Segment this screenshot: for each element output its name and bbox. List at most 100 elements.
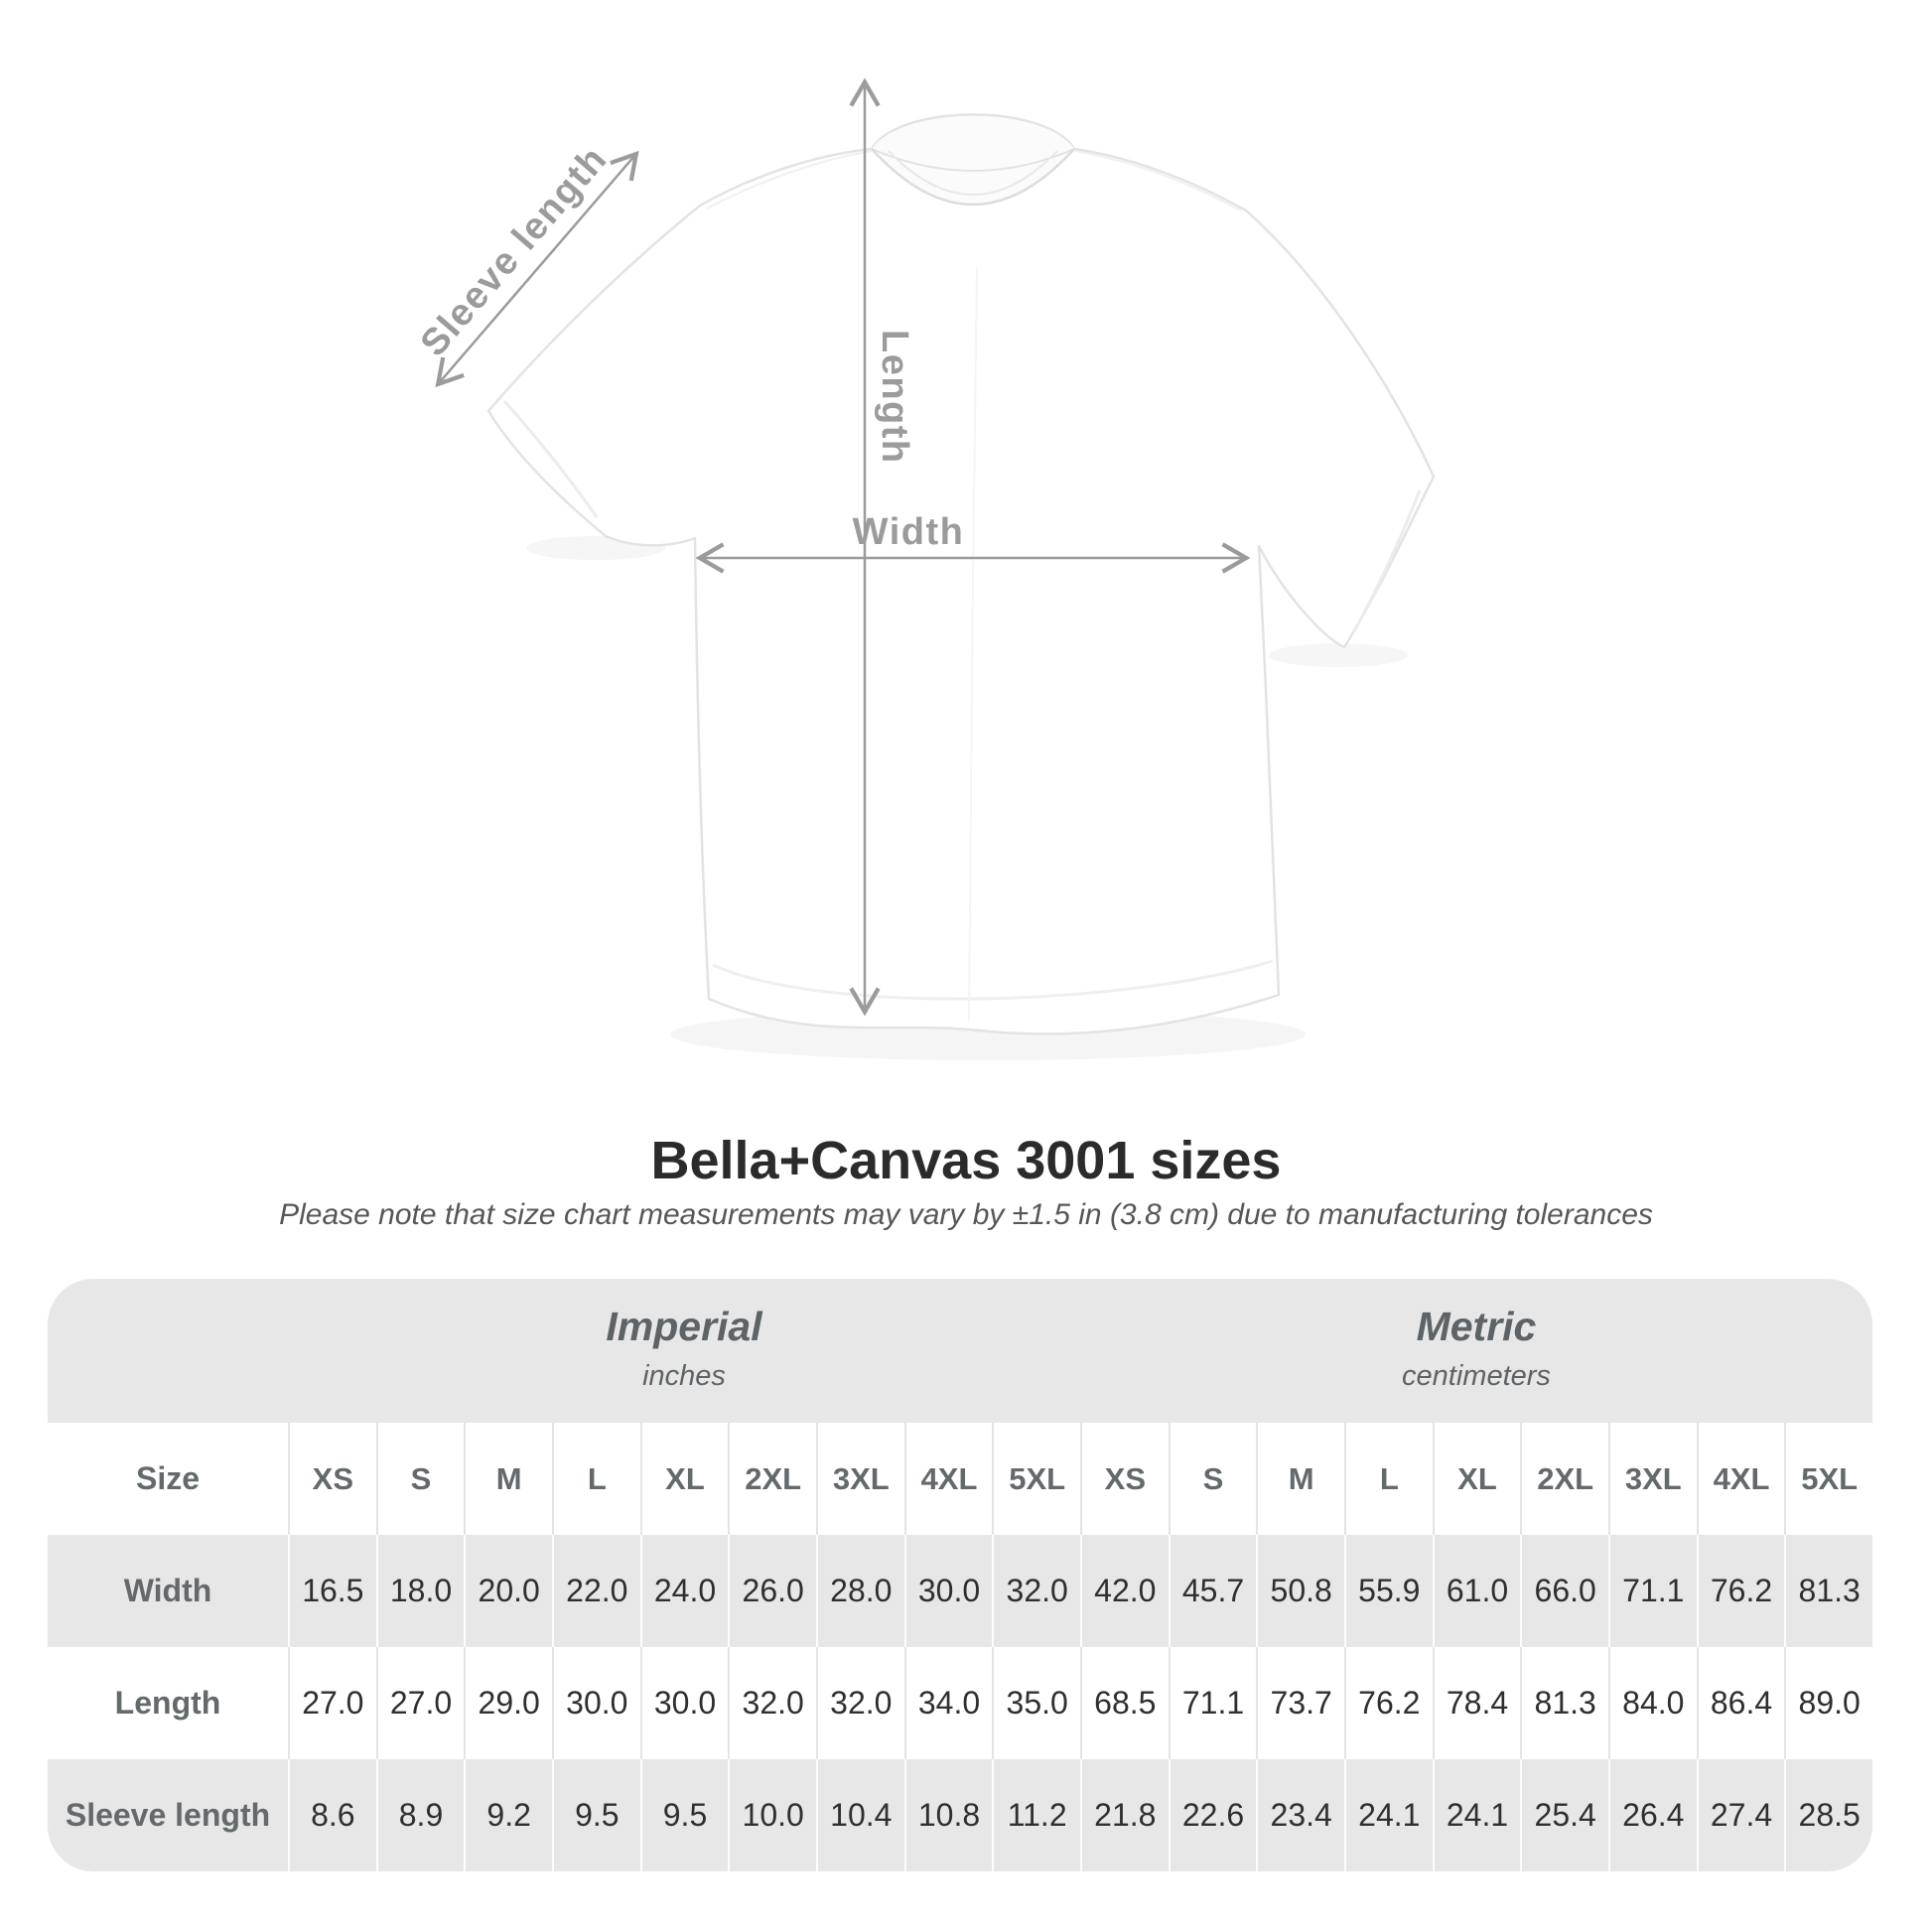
- value-sleeve-length-imperial-4xl: 10.8: [903, 1759, 993, 1871]
- value-width-imperial-m: 20.0: [464, 1535, 552, 1647]
- size-header-imperial-xl: XL: [639, 1423, 729, 1535]
- metric-label: Metric: [1416, 1303, 1537, 1349]
- value-width-metric-xl: 61.0: [1432, 1535, 1521, 1647]
- size-header-imperial-2xl: 2XL: [728, 1423, 816, 1535]
- value-sleeve-length-imperial-l: 9.5: [551, 1759, 640, 1871]
- size-header-imperial-5xl: 5XL: [992, 1423, 1080, 1535]
- value-length-imperial-4xl: 34.0: [903, 1647, 993, 1759]
- size-header-metric-5xl: 5XL: [1784, 1423, 1872, 1535]
- row-label-length: Length: [48, 1647, 288, 1759]
- right-cuff-fold: [1352, 489, 1422, 632]
- value-sleeve-length-metric-4xl: 27.4: [1696, 1759, 1785, 1871]
- imperial-label: Imperial: [606, 1303, 762, 1349]
- value-sleeve-length-metric-3xl: 26.4: [1607, 1759, 1697, 1871]
- value-width-imperial-s: 18.0: [375, 1535, 465, 1647]
- value-sleeve-length-imperial-xl: 9.5: [639, 1759, 729, 1871]
- imperial-units-label: inches: [642, 1359, 726, 1392]
- value-sleeve-length-metric-5xl: 28.5: [1784, 1759, 1872, 1871]
- value-width-metric-m: 50.8: [1256, 1535, 1344, 1647]
- group-header-spacer: [48, 1279, 288, 1423]
- size-column-header: Size: [48, 1423, 288, 1535]
- value-length-imperial-2xl: 32.0: [728, 1647, 816, 1759]
- value-length-metric-xs: 68.5: [1079, 1647, 1169, 1759]
- value-sleeve-length-imperial-s: 8.9: [375, 1759, 465, 1871]
- value-width-imperial-xs: 16.5: [288, 1535, 376, 1647]
- row-label-width: Width: [48, 1535, 288, 1647]
- chart-title: Bella+Canvas 3001 sizes: [650, 1131, 1282, 1190]
- value-sleeve-length-imperial-xs: 8.6: [288, 1759, 376, 1871]
- width-label: Width: [853, 511, 965, 553]
- value-length-imperial-3xl: 32.0: [815, 1647, 904, 1759]
- size-header-metric-xl: XL: [1432, 1423, 1521, 1535]
- value-sleeve-length-metric-xs: 21.8: [1079, 1759, 1169, 1871]
- size-header-metric-l: L: [1343, 1423, 1433, 1535]
- value-width-imperial-5xl: 32.0: [992, 1535, 1080, 1647]
- value-length-imperial-xs: 27.0: [288, 1647, 376, 1759]
- value-sleeve-length-metric-m: 23.4: [1256, 1759, 1344, 1871]
- value-sleeve-length-imperial-2xl: 10.0: [728, 1759, 816, 1871]
- value-length-imperial-xl: 30.0: [639, 1647, 729, 1759]
- size-header-imperial-m: M: [464, 1423, 552, 1535]
- length-label: Length: [874, 330, 915, 465]
- value-sleeve-length-imperial-3xl: 10.4: [815, 1759, 904, 1871]
- value-length-imperial-5xl: 35.0: [992, 1647, 1080, 1759]
- value-length-metric-xl: 78.4: [1432, 1647, 1521, 1759]
- size-header-imperial-4xl: 4XL: [903, 1423, 993, 1535]
- size-header-metric-m: M: [1256, 1423, 1344, 1535]
- value-width-metric-3xl: 71.1: [1607, 1535, 1697, 1647]
- measurement-arrows: [435, 77, 1251, 1017]
- left-cuff-fold: [502, 399, 599, 518]
- value-length-imperial-s: 27.0: [375, 1647, 465, 1759]
- value-width-metric-s: 45.7: [1168, 1535, 1257, 1647]
- value-width-imperial-4xl: 30.0: [903, 1535, 993, 1647]
- imperial-group-header: Imperial inches: [288, 1279, 1080, 1423]
- value-length-metric-s: 71.1: [1168, 1647, 1257, 1759]
- value-length-metric-5xl: 89.0: [1784, 1647, 1872, 1759]
- value-sleeve-length-imperial-m: 9.2: [464, 1759, 552, 1871]
- value-width-imperial-2xl: 26.0: [728, 1535, 816, 1647]
- metric-units-label: centimeters: [1402, 1359, 1551, 1392]
- value-length-metric-4xl: 86.4: [1696, 1647, 1785, 1759]
- value-sleeve-length-imperial-5xl: 11.2: [992, 1759, 1080, 1871]
- tshirt-body: [486, 113, 1436, 1035]
- value-sleeve-length-metric-xl: 24.1: [1432, 1759, 1521, 1871]
- collar-rib-outer: [871, 148, 1075, 207]
- size-header-imperial-l: L: [551, 1423, 640, 1535]
- row-label-sleeve-length: Sleeve length: [48, 1759, 288, 1871]
- chest-crease: [968, 267, 978, 1022]
- value-width-metric-xs: 42.0: [1079, 1535, 1169, 1647]
- value-width-metric-4xl: 76.2: [1696, 1535, 1785, 1647]
- size-header-metric-3xl: 3XL: [1607, 1423, 1697, 1535]
- chart-subtitle: Please note that size chart measurements…: [279, 1198, 1653, 1231]
- value-sleeve-length-metric-s: 22.6: [1168, 1759, 1257, 1871]
- value-length-metric-l: 76.2: [1343, 1647, 1433, 1759]
- value-width-imperial-xl: 24.0: [639, 1535, 729, 1647]
- value-sleeve-length-metric-2xl: 25.4: [1520, 1759, 1608, 1871]
- size-header-imperial-s: S: [375, 1423, 465, 1535]
- value-width-metric-2xl: 66.0: [1520, 1535, 1608, 1647]
- metric-group-header: Metric centimeters: [1079, 1279, 1872, 1423]
- collar-opening: [872, 116, 1074, 205]
- value-width-metric-5xl: 81.3: [1784, 1535, 1872, 1647]
- size-header-metric-4xl: 4XL: [1696, 1423, 1785, 1535]
- value-width-metric-l: 55.9: [1343, 1535, 1433, 1647]
- value-sleeve-length-metric-l: 24.1: [1343, 1759, 1433, 1871]
- size-table: Imperial inches Metric centimeters Size X…: [48, 1279, 1872, 1871]
- right-shoulder-seam: [1073, 150, 1242, 211]
- size-header-imperial-3xl: 3XL: [815, 1423, 904, 1535]
- sleeve-length-arrow: [435, 150, 639, 388]
- value-length-imperial-m: 29.0: [464, 1647, 552, 1759]
- value-width-imperial-3xl: 28.0: [815, 1535, 904, 1647]
- collar-rib-inner: [888, 150, 1058, 196]
- value-width-imperial-l: 22.0: [551, 1535, 640, 1647]
- size-header-metric-xs: XS: [1079, 1423, 1169, 1535]
- value-length-metric-m: 73.7: [1256, 1647, 1344, 1759]
- size-header-metric-s: S: [1168, 1423, 1257, 1535]
- value-length-metric-3xl: 84.0: [1607, 1647, 1697, 1759]
- tshirt-illustration: [486, 113, 1436, 1035]
- hem-fold: [712, 959, 1274, 1001]
- size-header-imperial-xs: XS: [288, 1423, 376, 1535]
- value-length-imperial-l: 30.0: [551, 1647, 640, 1759]
